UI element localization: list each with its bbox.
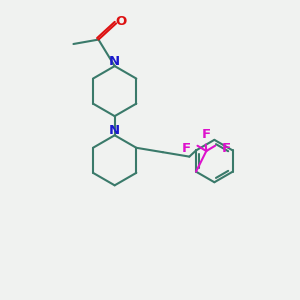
Text: F: F: [222, 142, 231, 154]
Text: N: N: [109, 55, 120, 68]
Text: F: F: [182, 142, 190, 154]
Text: F: F: [202, 128, 211, 141]
Text: O: O: [116, 15, 127, 28]
Text: N: N: [109, 124, 120, 137]
